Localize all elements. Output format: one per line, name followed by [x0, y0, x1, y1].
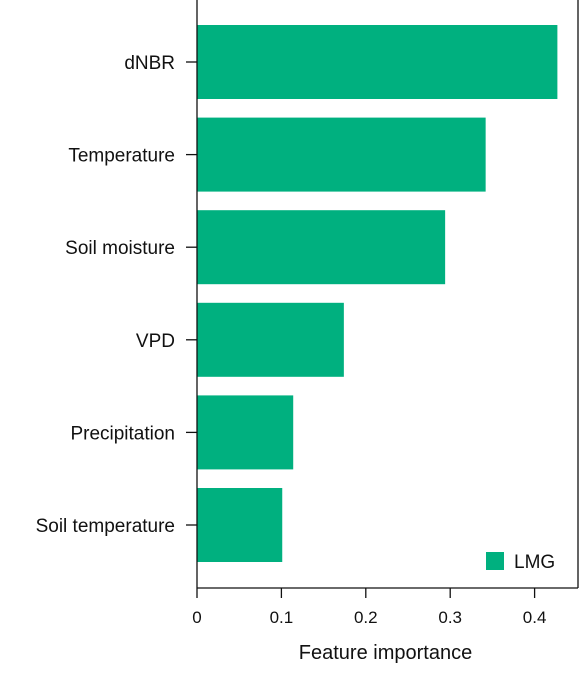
category-label-vpd: VPD [136, 331, 175, 352]
bar-soil-moisture [197, 210, 446, 285]
bar-precipitation [197, 395, 294, 470]
category-label-precipitation: Precipitation [70, 423, 175, 444]
x-tick-label-2: 0.2 [354, 608, 378, 627]
bar-dnbr [197, 25, 558, 99]
bar-soil-temperature [197, 488, 283, 562]
category-labels-group: dNBR Temperature Soil moisture VPD Precipita… [36, 53, 197, 537]
legend-swatch-lmg [486, 552, 504, 570]
x-tick-label-0: 0 [192, 608, 201, 627]
category-label-soil-temperature: Soil temperature [36, 516, 175, 537]
bars-group [197, 25, 558, 562]
legend-label-lmg: LMG [514, 552, 555, 573]
bar-vpd [197, 302, 344, 377]
x-tick-label-1: 0.1 [270, 608, 294, 627]
category-label-dnbr: dNBR [124, 53, 175, 74]
x-tick-label-4: 0.4 [523, 608, 547, 627]
category-label-temperature: Temperature [68, 146, 175, 167]
x-tick-label-3: 0.3 [438, 608, 462, 627]
x-axis-title: Feature importance [299, 642, 472, 664]
x-ticks-group: 0 0.1 0.2 0.3 0.4 [192, 588, 546, 627]
category-label-soil-moisture: Soil moisture [65, 238, 175, 259]
bar-temperature [197, 117, 486, 192]
